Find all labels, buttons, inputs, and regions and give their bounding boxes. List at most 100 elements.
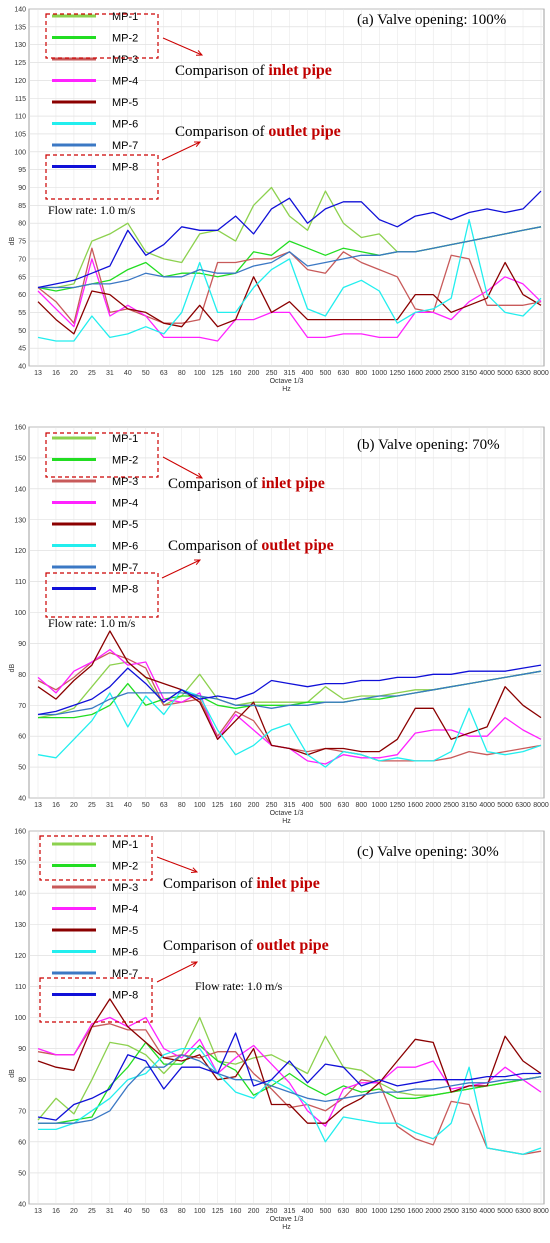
x-axis-label: Octave 1/3 xyxy=(270,1216,304,1223)
x-tick-label: 4000 xyxy=(479,370,495,377)
legend-label-mp-6: MP-6 xyxy=(112,541,138,553)
x-tick-label: 125 xyxy=(212,1208,224,1215)
chart-panel-1: 40 50 60 70 80 90 100 110 120 130 140 150 160 13 16 20 2… xyxy=(9,425,549,826)
x-tick-label: 31 xyxy=(106,802,114,809)
x-tick-label: 630 xyxy=(338,370,350,377)
legend-label-mp-7: MP-7 xyxy=(112,140,138,152)
x-tick-label: 16 xyxy=(52,802,60,809)
inlet-comparison-label: Comparison of inlet pipe xyxy=(175,62,332,79)
x-tick-label: 25 xyxy=(88,1208,96,1215)
x-tick-label: 5000 xyxy=(497,370,513,377)
legend-label-mp-7: MP-7 xyxy=(112,968,138,980)
y-tick-label: 75 xyxy=(18,239,26,246)
y-tick-label: 150 xyxy=(14,860,26,867)
x-tick-label: 80 xyxy=(178,370,186,377)
x-axis-unit: Hz xyxy=(282,1224,291,1231)
series-line-mp-6 xyxy=(37,689,542,768)
x-tick-label: 125 xyxy=(212,370,224,377)
inlet-comparison-bold: inlet pipe xyxy=(256,875,320,892)
y-tick-label: 125 xyxy=(14,60,26,67)
legend-label-mp-3: MP-3 xyxy=(112,54,138,66)
y-tick-label: 120 xyxy=(14,953,26,960)
outlet-comparison-prefix: Comparison of xyxy=(168,538,261,554)
series-line-mp-4 xyxy=(37,258,542,342)
x-tick-label: 1250 xyxy=(389,370,405,377)
x-tick-label: 20 xyxy=(70,370,78,377)
x-tick-label: 3150 xyxy=(461,1208,477,1215)
x-tick-label: 13 xyxy=(34,1208,42,1215)
y-tick-label: 55 xyxy=(18,310,26,317)
x-tick-label: 160 xyxy=(230,1208,242,1215)
x-tick-label: 800 xyxy=(356,370,368,377)
x-tick-label: 6300 xyxy=(515,1208,531,1215)
inlet-comparison-label: Comparison of inlet pipe xyxy=(168,475,325,492)
flow-rate-label: Flow rate: 1.0 m/s xyxy=(48,203,136,217)
y-axis-label: dB xyxy=(9,236,16,245)
legend-label-mp-4: MP-4 xyxy=(112,904,138,916)
y-tick-label: 50 xyxy=(18,765,26,772)
x-tick-label: 1600 xyxy=(407,370,423,377)
x-tick-label: 500 xyxy=(320,370,332,377)
y-tick-label: 110 xyxy=(15,114,26,121)
x-tick-label: 125 xyxy=(212,802,224,809)
x-tick-label: 40 xyxy=(124,370,132,377)
legend-label-mp-4: MP-4 xyxy=(112,498,138,510)
x-tick-label: 6300 xyxy=(515,370,531,377)
x-tick-label: 2000 xyxy=(425,1208,441,1215)
x-tick-label: 2000 xyxy=(425,802,441,809)
y-tick-label: 90 xyxy=(18,641,26,648)
inlet-comparison-bold: inlet pipe xyxy=(261,475,325,492)
outlet-arrow xyxy=(156,961,198,983)
y-tick-label: 80 xyxy=(18,1077,26,1084)
flow-rate-label: Flow rate: 1.0 m/s xyxy=(48,616,136,630)
x-axis-unit: Hz xyxy=(282,386,291,393)
series-line-mp-7 xyxy=(38,1054,542,1124)
x-tick-label: 500 xyxy=(320,1208,332,1215)
series-line-mp-7 xyxy=(38,226,542,289)
y-tick-label: 95 xyxy=(18,167,26,174)
inlet-arrowhead xyxy=(195,472,204,479)
y-tick-label: 160 xyxy=(14,829,26,836)
legend-label-mp-2: MP-2 xyxy=(112,33,138,45)
outlet-comparison-label: Comparison of outlet pipe xyxy=(175,123,341,140)
x-tick-label: 40 xyxy=(124,802,132,809)
x-tick-label: 6300 xyxy=(515,802,531,809)
series-line-mp-6 xyxy=(37,218,542,342)
y-tick-label: 140 xyxy=(14,486,26,493)
legend-label-mp-5: MP-5 xyxy=(112,925,138,937)
x-tick-label: 63 xyxy=(160,1208,168,1215)
y-tick-label: 160 xyxy=(14,425,26,432)
inlet-arrowhead xyxy=(190,867,199,873)
legend-label-mp-1: MP-1 xyxy=(112,839,138,851)
inlet-arrow xyxy=(162,37,203,56)
y-axis-label: dB xyxy=(9,664,16,673)
y-tick-label: 50 xyxy=(18,1170,26,1177)
x-tick-label: 100 xyxy=(194,370,206,377)
outlet-arrowhead xyxy=(190,961,199,968)
y-tick-label: 70 xyxy=(18,703,26,710)
y-tick-label: 110 xyxy=(15,579,26,586)
x-tick-label: 160 xyxy=(230,802,242,809)
x-tick-label: 13 xyxy=(34,370,42,377)
y-tick-label: 100 xyxy=(14,1015,26,1022)
x-tick-label: 1000 xyxy=(372,370,388,377)
chart-title: (a) Valve opening: 100% xyxy=(357,12,506,28)
x-tick-label: 2500 xyxy=(443,802,459,809)
y-tick-label: 60 xyxy=(18,1139,26,1146)
series-line-mp-8 xyxy=(37,1032,541,1121)
inlet-arrowhead xyxy=(195,50,204,56)
legend-label-mp-7: MP-7 xyxy=(112,562,138,574)
y-tick-label: 50 xyxy=(18,328,26,335)
series-line-mp-6 xyxy=(38,1047,542,1155)
x-tick-label: 63 xyxy=(160,370,168,377)
outlet-group-box xyxy=(39,977,153,1023)
y-tick-label: 80 xyxy=(18,221,26,228)
x-axis-label: Octave 1/3 xyxy=(270,810,304,817)
x-tick-label: 2500 xyxy=(443,370,459,377)
y-tick-label: 40 xyxy=(18,796,26,803)
x-tick-label: 400 xyxy=(302,1208,314,1215)
x-tick-label: 63 xyxy=(160,802,168,809)
chart-panel-2: 40 50 60 70 80 90 100 110 120 130 140 150 160 13 16 20 2… xyxy=(9,829,549,1232)
y-tick-label: 130 xyxy=(14,922,26,929)
x-tick-label: 100 xyxy=(194,802,206,809)
